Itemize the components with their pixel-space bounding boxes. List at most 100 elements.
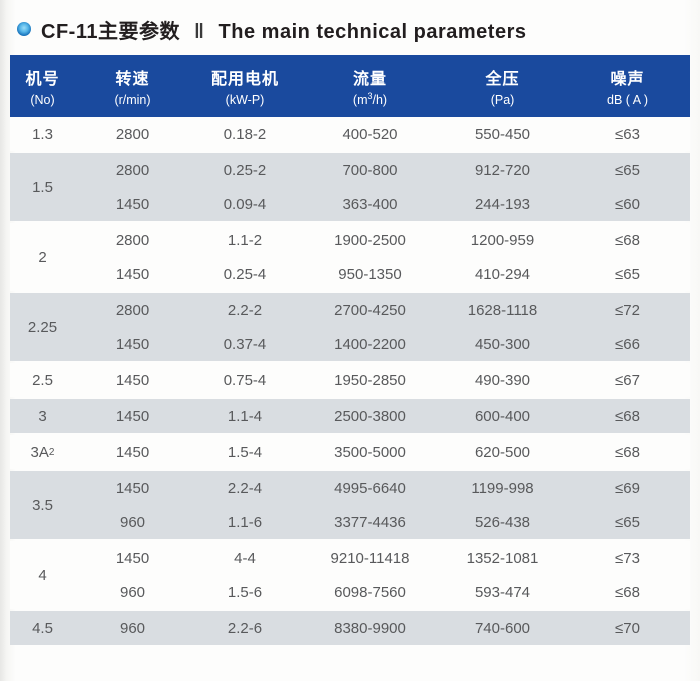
- table-row: 1450 2.2-4 4995-6640 1199-998 ≤69: [75, 471, 690, 505]
- model-no-subscript: 2: [48, 446, 55, 458]
- table-row: 2800 1.1-2 1900-2500 1200-959 ≤68: [75, 223, 690, 257]
- cell-flow: 3377-4436: [334, 513, 406, 531]
- cell-noise: ≤65: [615, 265, 640, 283]
- cell-motor: 0.25-4: [223, 265, 267, 283]
- cell-rpm: 1450: [115, 335, 150, 353]
- cell-rpm: 2800: [115, 231, 150, 249]
- cell-rpm: 1450: [115, 407, 150, 425]
- table-row: 1450 0.25-4 950-1350 410-294 ≤65: [75, 257, 690, 291]
- cell-model-no: 4.5: [32, 619, 53, 637]
- catalog-page: CF-11主要参数 ‖ The main technical parameter…: [0, 15, 700, 647]
- table-row: 1450 0.75-4 1950-2850 490-390 ≤67: [75, 363, 690, 397]
- row-group: 4 1450 4-4 9210-11418 1352-1081 ≤73 960 1.5-6 60…: [10, 541, 690, 609]
- cell-rpm: 1450: [115, 195, 150, 213]
- cell-model-no: 2.25: [27, 318, 58, 336]
- cell-noise: ≤72: [615, 301, 640, 319]
- cell-model-no: 2: [38, 248, 47, 266]
- cell-pressure: 740-600: [474, 619, 531, 637]
- cell-motor: 1.5-4: [227, 443, 263, 461]
- cell-motor: 0.37-4: [223, 335, 267, 353]
- bullet-icon: [17, 22, 31, 36]
- table-body: 1.3 2800 0.18-2 400-520 550-450 ≤63 1.5 2800 0.2…: [10, 117, 690, 647]
- cell-pressure: 912-720: [474, 161, 531, 179]
- cell-noise: ≤68: [615, 443, 640, 461]
- cell-pressure: 450-300: [474, 335, 531, 353]
- cell-model-no: 1.3: [32, 125, 53, 143]
- row-group: 2 2800 1.1-2 1900-2500 1200-959 ≤68 1450 0.25-4…: [10, 223, 690, 291]
- cell-motor: 2.2-4: [227, 479, 263, 497]
- cell-model-no: 4: [38, 566, 47, 584]
- cell-motor: 0.09-4: [223, 195, 267, 213]
- cell-model-no: 2.5: [32, 371, 53, 389]
- cell-motor: 1.5-6: [227, 583, 263, 601]
- cell-motor: 2.2-2: [227, 301, 263, 319]
- row-group: 2.25 2800 2.2-2 2700-4250 1628-1118 ≤72 1450 0.…: [10, 293, 690, 361]
- cell-flow: 2500-3800: [334, 407, 406, 425]
- cell-model-no: 3A 2: [30, 443, 55, 461]
- cell-rpm: 1450: [115, 549, 150, 567]
- cell-pressure: 410-294: [474, 265, 531, 283]
- column-header-flow: 流量 (m3/h): [352, 71, 388, 107]
- cell-flow: 9210-11418: [330, 549, 410, 567]
- cell-noise: ≤63: [615, 125, 640, 143]
- title-zh: CF-11主要参数: [41, 20, 180, 43]
- cell-noise: ≤68: [615, 583, 640, 601]
- cell-noise: ≤65: [615, 513, 640, 531]
- cell-flow: 4995-6640: [334, 479, 406, 497]
- cell-rpm: 960: [119, 619, 146, 637]
- cell-pressure: 1352-1081: [466, 549, 539, 567]
- row-group: 1.5 2800 0.25-2 700-800 912-720 ≤65 1450 0.09-4…: [10, 153, 690, 221]
- table-row: 960 2.2-6 8380-9900 740-600 ≤70: [75, 611, 690, 645]
- cell-rpm: 1450: [115, 443, 150, 461]
- cell-noise: ≤66: [615, 335, 640, 353]
- table-header: 机号 (No) 转速 (r/min) 配用电机 (kW-P) 流量 (m3/h)…: [10, 55, 690, 117]
- row-group: 2.5 1450 0.75-4 1950-2850 490-390 ≤67: [10, 363, 690, 397]
- column-header-rpm: 转速 (r/min): [114, 71, 151, 107]
- table-row: 2800 0.18-2 400-520 550-450 ≤63: [75, 117, 690, 151]
- table-row: 1450 1.5-4 3500-5000 620-500 ≤68: [75, 435, 690, 469]
- table-row: 2800 0.25-2 700-800 912-720 ≤65: [75, 153, 690, 187]
- cell-motor: 4-4: [234, 549, 256, 567]
- row-group: 3 1450 1.1-4 2500-3800 600-400 ≤68: [10, 399, 690, 433]
- cell-noise: ≤70: [615, 619, 640, 637]
- cell-flow: 1400-2200: [334, 335, 406, 353]
- cell-flow: 700-800: [342, 161, 398, 179]
- cell-pressure: 593-474: [474, 583, 531, 601]
- cell-flow: 6098-7560: [334, 583, 406, 601]
- cell-flow: 2700-4250: [334, 301, 406, 319]
- cell-flow: 950-1350: [338, 265, 402, 283]
- cell-model-no: 1.5: [32, 178, 53, 196]
- row-group: 3A 2 1450 1.5-4 3500-5000 620-500 ≤68: [10, 435, 690, 469]
- cell-noise: ≤60: [615, 195, 640, 213]
- cell-rpm: 2800: [115, 125, 150, 143]
- cell-motor: 2.2-6: [227, 619, 263, 637]
- cell-noise: ≤69: [615, 479, 640, 497]
- table-row: 960 1.5-6 6098-7560 593-474 ≤68: [75, 575, 690, 609]
- row-group: 1.3 2800 0.18-2 400-520 550-450 ≤63: [10, 117, 690, 151]
- table-row: 960 1.1-6 3377-4436 526-438 ≤65: [75, 505, 690, 539]
- cell-noise: ≤65: [615, 161, 640, 179]
- cell-noise: ≤73: [615, 549, 640, 567]
- title-en: The main technical parameters: [218, 20, 527, 43]
- cell-rpm: 2800: [115, 301, 150, 319]
- table-row: 1450 1.1-4 2500-3800 600-400 ≤68: [75, 399, 690, 433]
- cell-rpm: 1450: [115, 371, 150, 389]
- title-divider: ‖: [194, 20, 205, 43]
- cell-motor: 1.1-4: [227, 407, 263, 425]
- cell-motor: 1.1-2: [227, 231, 263, 249]
- cell-pressure: 526-438: [474, 513, 531, 531]
- cell-pressure: 550-450: [474, 125, 531, 143]
- page-title: CF-11主要参数 ‖ The main technical parameter…: [41, 15, 527, 44]
- parameters-table: 机号 (No) 转速 (r/min) 配用电机 (kW-P) 流量 (m3/h)…: [10, 55, 690, 647]
- cell-pressure: 1200-959: [470, 231, 535, 249]
- cell-flow: 363-400: [342, 195, 398, 213]
- cell-rpm: 1450: [115, 265, 150, 283]
- row-group: 4.5 960 2.2-6 8380-9900 740-600 ≤70: [10, 611, 690, 645]
- cell-flow: 1950-2850: [334, 371, 406, 389]
- cell-motor: 0.25-2: [223, 161, 267, 179]
- row-group: 3.5 1450 2.2-4 4995-6640 1199-998 ≤69 960 1.1-6…: [10, 471, 690, 539]
- cell-flow: 3500-5000: [334, 443, 406, 461]
- cell-model-no: 3.5: [32, 496, 53, 514]
- cell-noise: ≤67: [615, 371, 640, 389]
- cell-rpm: 2800: [115, 161, 150, 179]
